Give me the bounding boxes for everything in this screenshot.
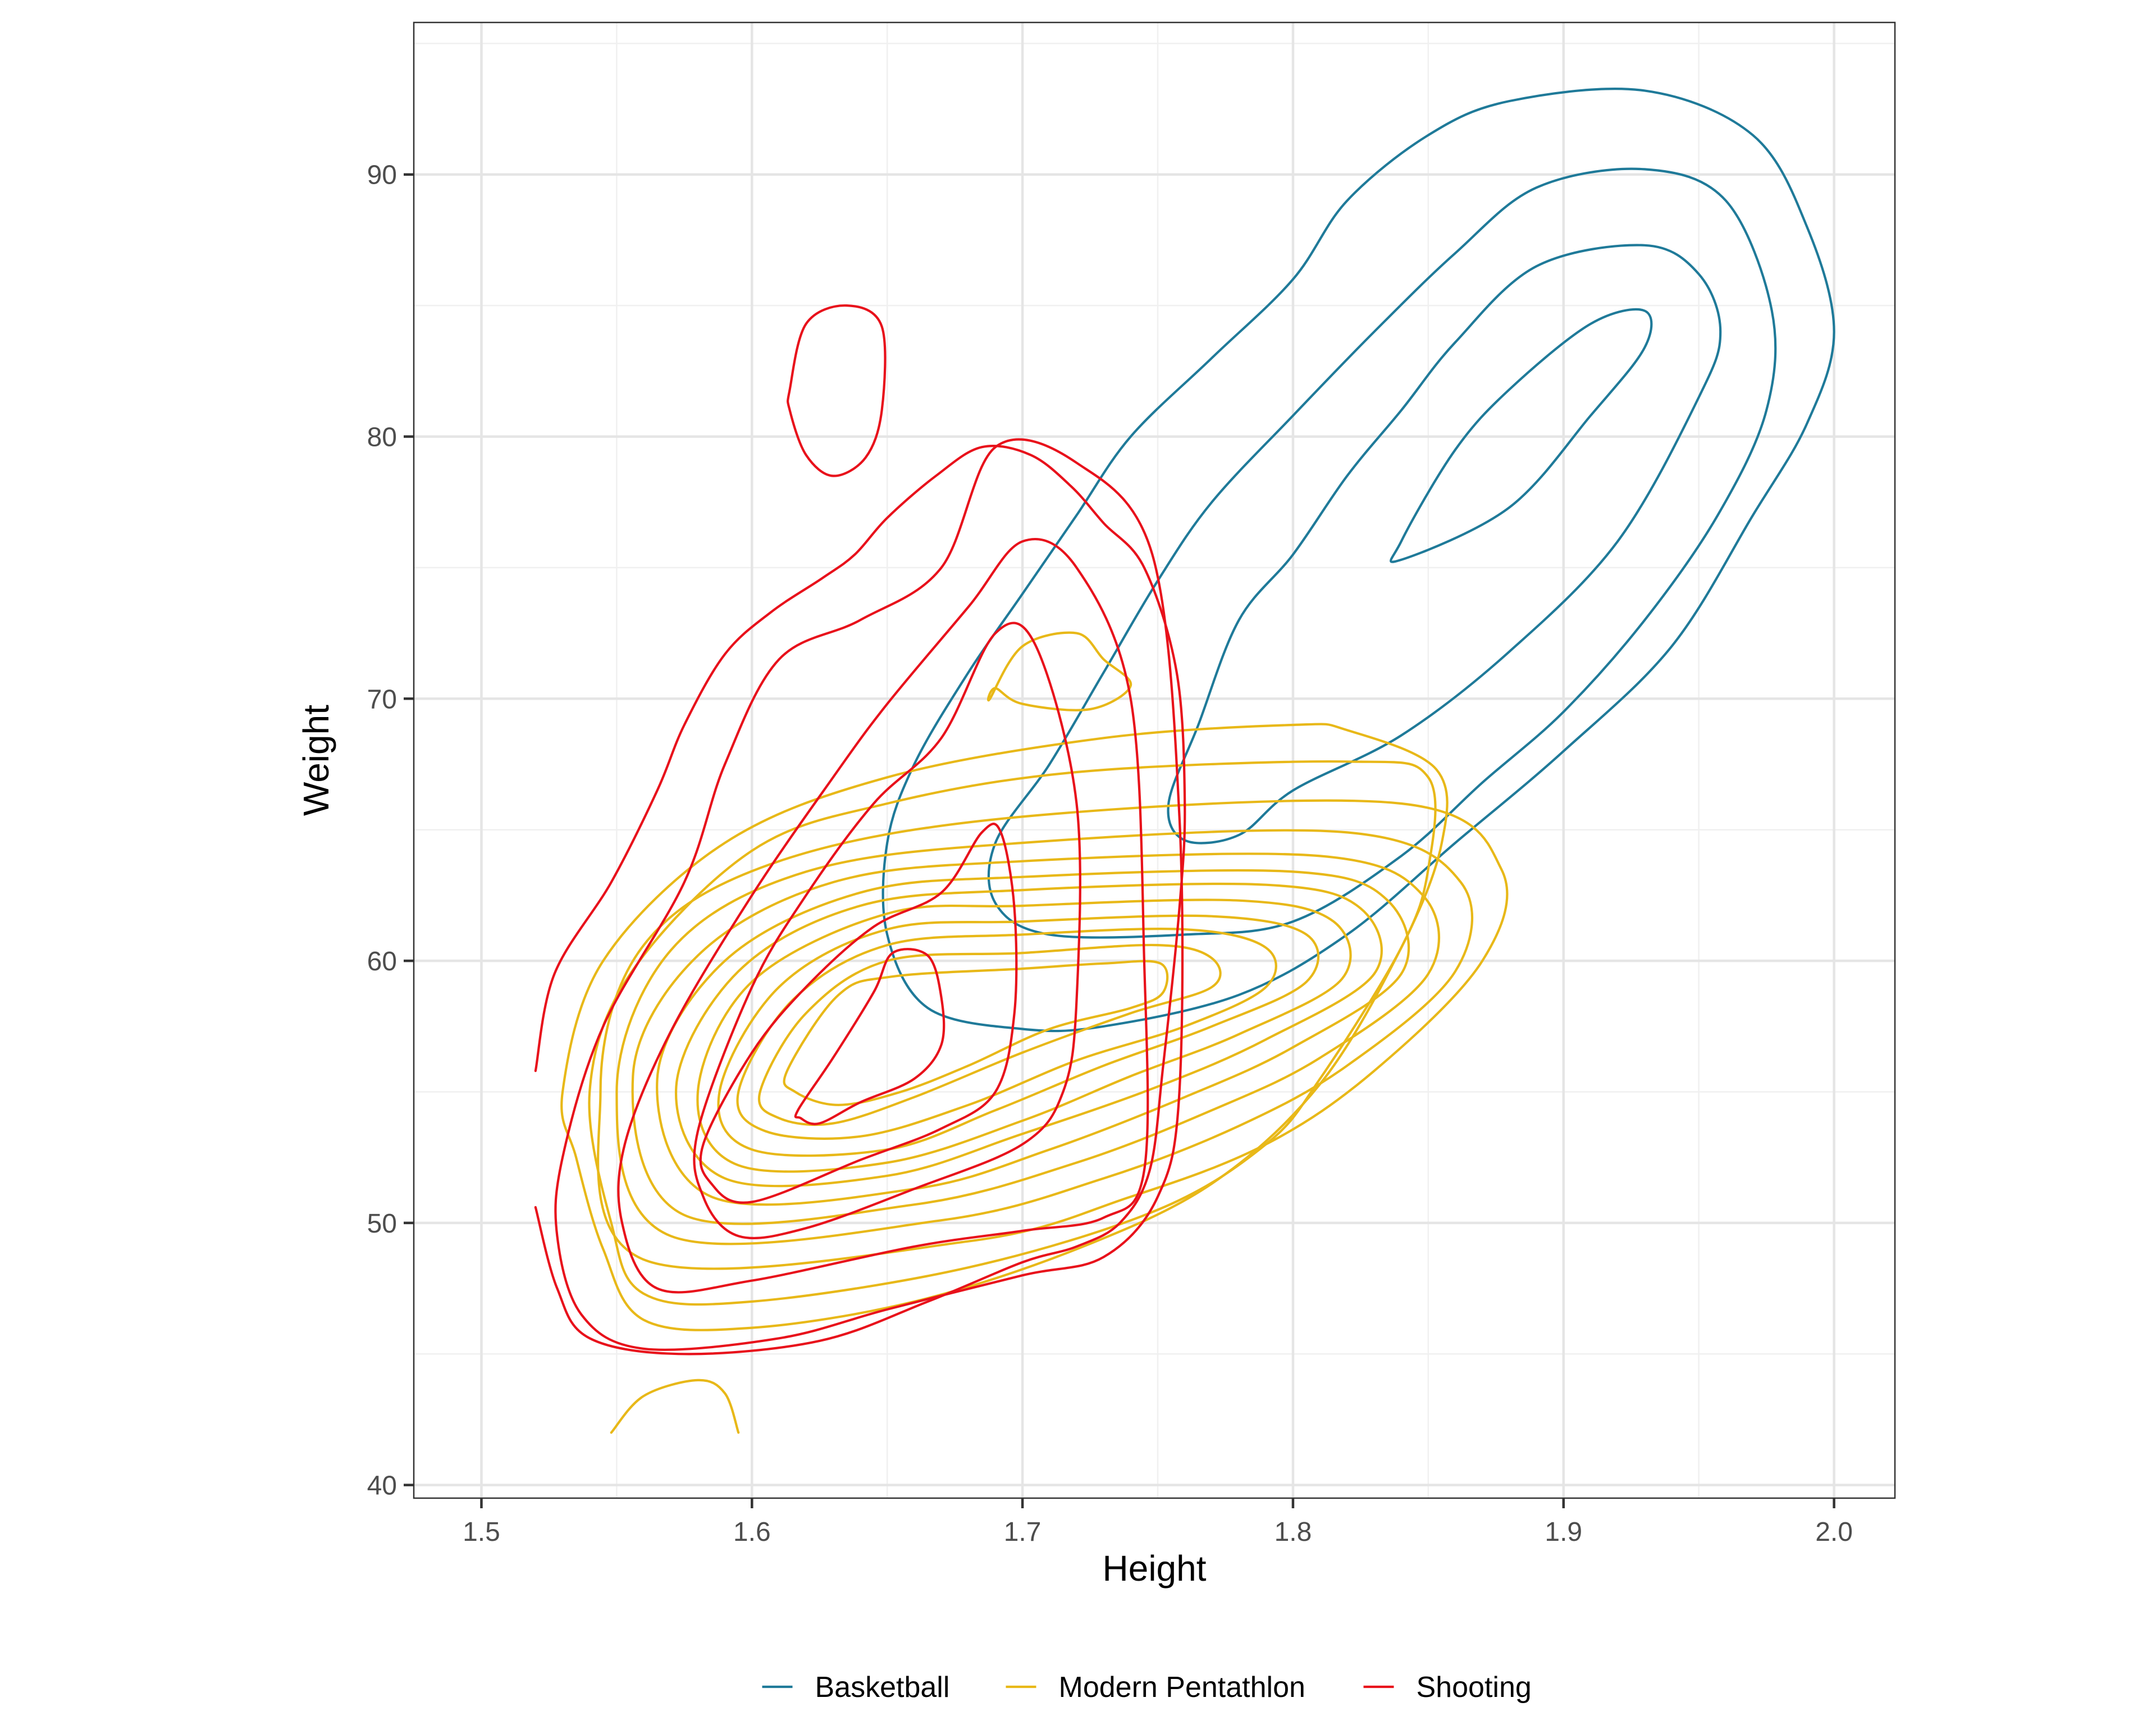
legend: Basketball Modern Pentathlon Shooting — [762, 1671, 1532, 1704]
minor-gridlines — [414, 22, 1895, 1498]
contour-line — [554, 438, 1184, 1351]
contour-line — [560, 723, 1449, 1331]
legend-label: Shooting — [1417, 1671, 1532, 1704]
contour-line — [693, 622, 1081, 1240]
x-axis-title: Height — [1103, 1548, 1207, 1589]
y-axis: 40 50 60 70 80 90 — [367, 161, 414, 1501]
y-tick-label: 40 — [367, 1471, 397, 1501]
legend-item-shooting: Shooting — [1363, 1671, 1532, 1704]
contour-line — [986, 631, 1132, 711]
y-tick-label: 90 — [367, 161, 397, 190]
legend-item-basketball: Basketball — [762, 1671, 950, 1704]
contour-line — [794, 948, 945, 1125]
y-tick-label: 60 — [367, 947, 397, 976]
x-tick-label: 1.8 — [1275, 1517, 1312, 1547]
y-tick-label: 70 — [367, 684, 397, 714]
legend-label: Modern Pentathlon — [1059, 1671, 1305, 1704]
x-tick-label: 1.9 — [1545, 1517, 1582, 1547]
legend-label: Basketball — [815, 1671, 950, 1704]
contour-line — [674, 882, 1383, 1188]
contour-line — [656, 869, 1410, 1206]
y-tick-label: 80 — [367, 423, 397, 453]
contour-series — [534, 88, 1835, 1434]
x-tick-label: 1.7 — [1004, 1517, 1042, 1547]
series-basketball — [881, 88, 1835, 1033]
contour-line — [1167, 244, 1722, 845]
y-axis-title: Weight — [296, 705, 336, 816]
contour-line — [534, 445, 1186, 1356]
contour-line — [696, 898, 1352, 1173]
plot-panel — [414, 22, 1895, 1498]
major-gridlines — [414, 22, 1895, 1498]
contour-line — [617, 537, 1149, 1294]
contour-line — [987, 167, 1777, 939]
panel-background — [414, 22, 1895, 1498]
panel-border — [413, 21, 1896, 1499]
x-tick-label: 1.5 — [463, 1517, 500, 1547]
contour-line — [631, 852, 1440, 1225]
series-shooting — [534, 304, 1186, 1356]
contour-line — [615, 829, 1474, 1245]
x-tick-label: 1.6 — [733, 1517, 771, 1547]
contour-line — [610, 1379, 740, 1434]
x-tick-label: 2.0 — [1815, 1517, 1853, 1547]
contour-line — [787, 304, 887, 477]
contour-line — [1390, 308, 1653, 563]
contour-line — [757, 943, 1222, 1126]
contour-line — [783, 960, 1169, 1106]
legend-item-modern-pentathlon: Modern Pentathlon — [1006, 1671, 1305, 1704]
contour-line — [699, 823, 1018, 1204]
x-axis: 1.5 1.6 1.7 1.8 1.9 2.0 — [463, 1498, 1853, 1547]
contour-line — [736, 928, 1277, 1140]
y-tick-label: 50 — [367, 1209, 397, 1239]
series-modern-pentathlon — [560, 631, 1509, 1434]
